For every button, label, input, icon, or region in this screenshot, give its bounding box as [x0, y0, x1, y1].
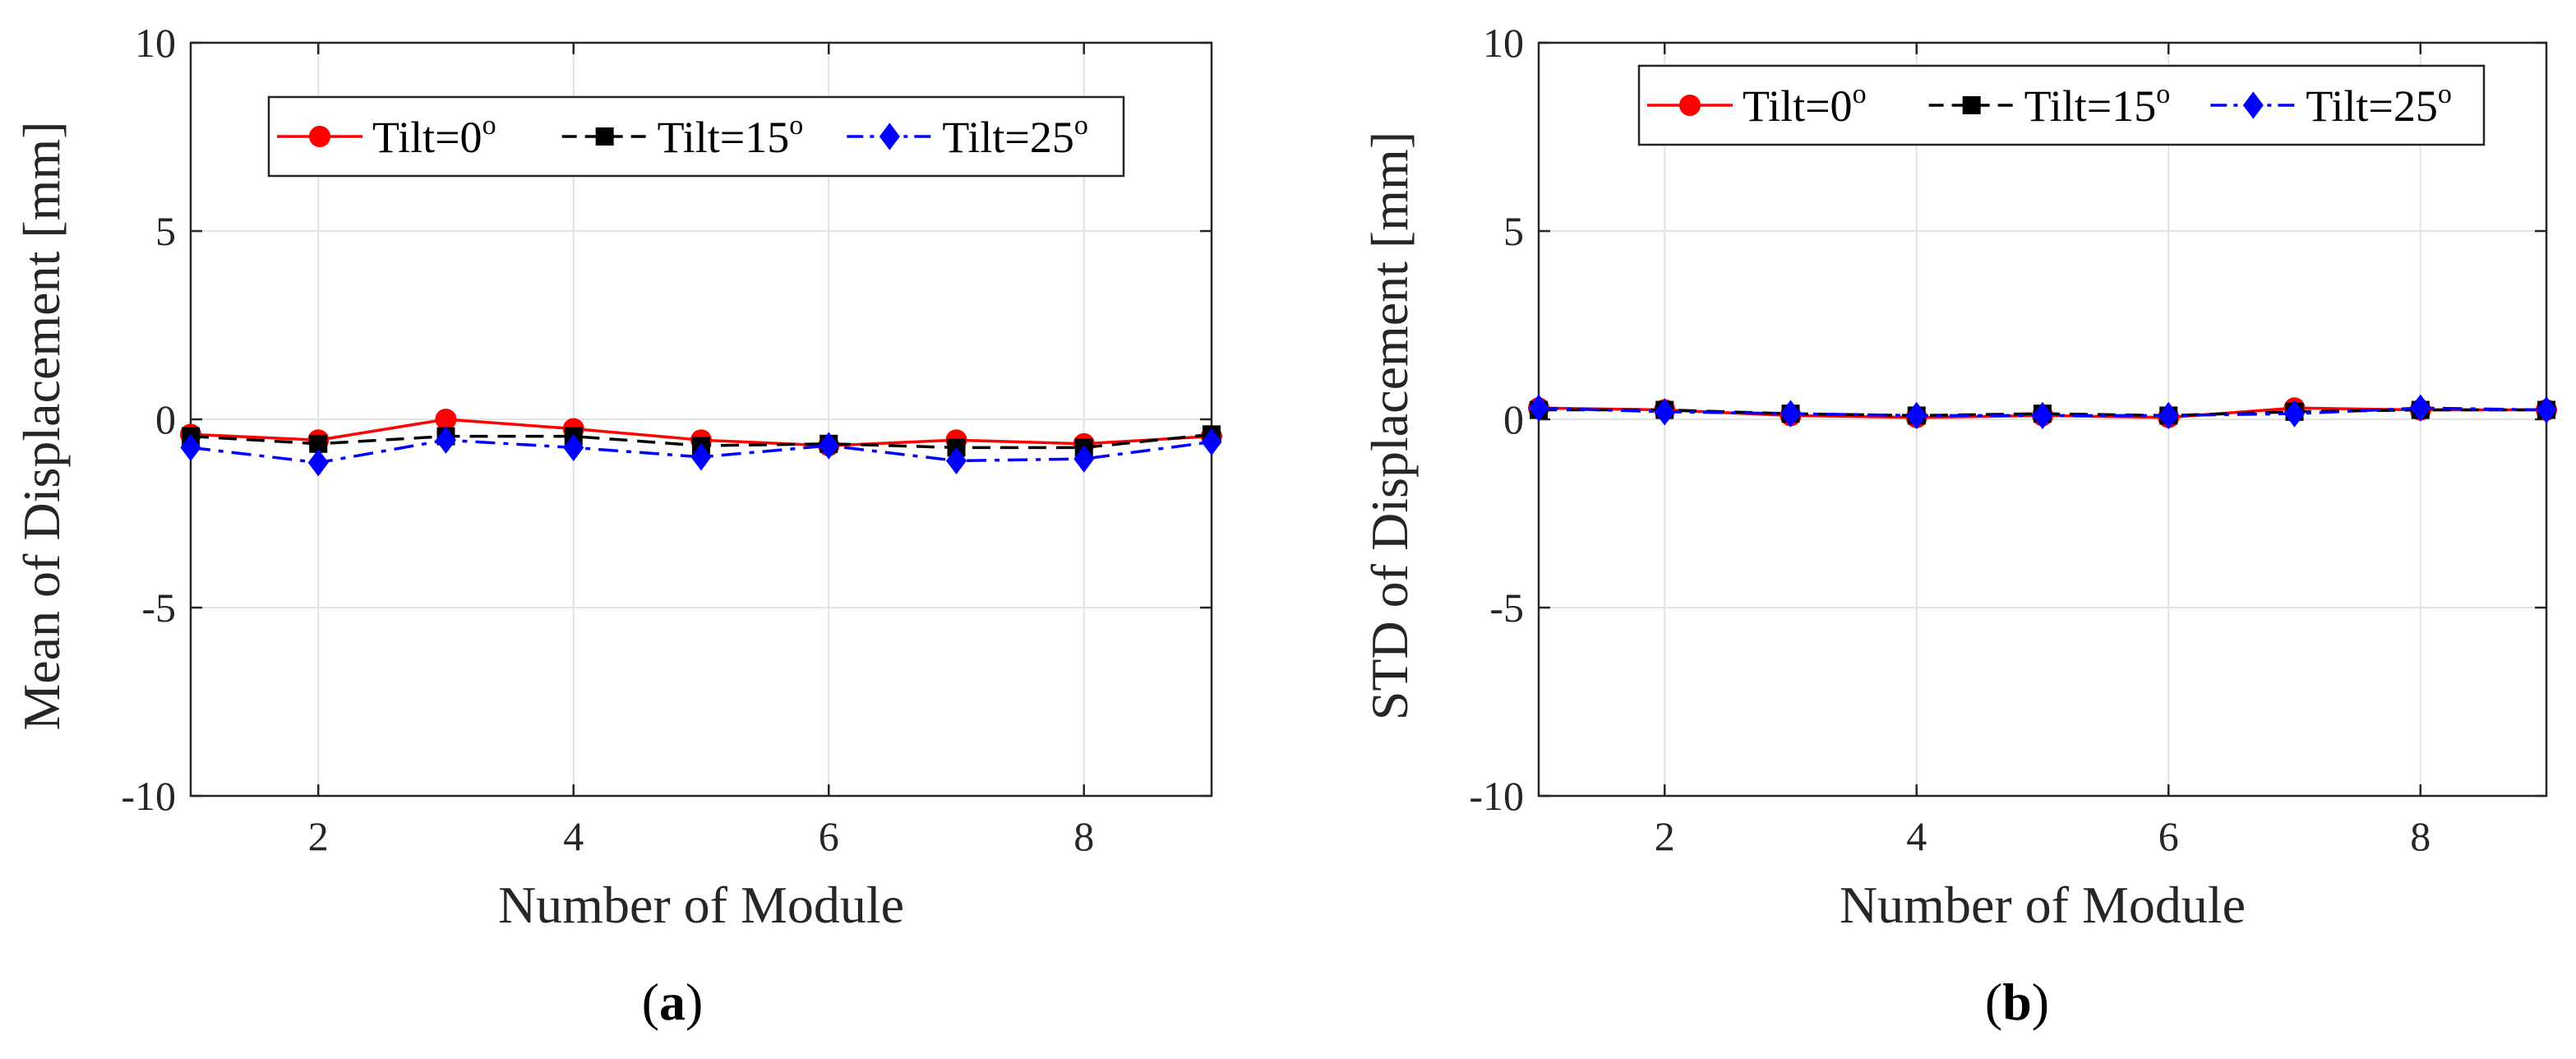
legend-box	[267, 95, 1125, 178]
data-point	[1780, 400, 1801, 428]
data-point	[2032, 401, 2053, 430]
y-tick-label: 5	[155, 208, 176, 254]
data-point	[1528, 394, 1549, 422]
chart-panel-b: 2 4 6 8 -10 -5 0 5 10 Number of Module STD of Disp…	[1360, 20, 2557, 1031]
data-point	[690, 443, 712, 471]
x-axis-label: Number of Module	[498, 876, 904, 934]
panel-caption: (b)	[1985, 973, 2049, 1031]
legend: Tilt=0o Tilt=15o Tilt=25o	[267, 95, 1125, 178]
panel-caption: (a)	[642, 973, 704, 1031]
legend-marker	[1962, 96, 1981, 114]
data-point	[2536, 395, 2557, 424]
legend-label: Tilt=25o	[2306, 79, 2452, 131]
data-point	[818, 432, 839, 460]
legend: Tilt=0o Tilt=15o Tilt=25o	[1637, 64, 2486, 146]
legend-label: Tilt=15o	[2024, 79, 2171, 131]
series-line-tilt-25	[190, 438, 1212, 465]
x-axis-label: Number of Module	[1840, 876, 2246, 934]
y-tick-label: -5	[141, 585, 176, 631]
data-point	[1201, 428, 1222, 456]
x-tick-label: 8	[2410, 813, 2431, 859]
data-point	[2410, 394, 2431, 422]
x-tick-label: 2	[1655, 813, 1675, 859]
x-tick-label: 6	[2158, 813, 2179, 859]
x-tick-label: 4	[563, 813, 584, 859]
chart-panel-a: 2 4 6 8 -10 -5 0 5 10 Number of Module Mean of Dis…	[12, 20, 1222, 1031]
x-tick-label: 8	[1073, 813, 1094, 859]
y-axis-label: STD of Displacement [mm]	[1360, 132, 1419, 720]
legend-marker	[879, 123, 900, 150]
y-tick-label: 10	[1483, 20, 1524, 66]
x-tick-label: 4	[1906, 813, 1927, 859]
y-tick-label: -5	[1489, 585, 1524, 631]
legend-label: Tilt=0o	[1743, 79, 1867, 131]
y-tick-label: 0	[155, 396, 176, 442]
y-tick-label: 10	[135, 20, 176, 66]
legend-marker	[309, 126, 330, 147]
data-point	[1654, 398, 1675, 426]
y-tick-label: -10	[121, 773, 176, 819]
x-tick-label: 2	[308, 813, 329, 859]
data-point	[180, 433, 201, 462]
legend-box	[1637, 64, 2486, 146]
legend-label: Tilt=25o	[942, 110, 1088, 162]
data-point	[2284, 400, 2305, 428]
data-point	[435, 409, 457, 430]
y-tick-label: 0	[1503, 396, 1524, 442]
legend-label: Tilt=15o	[658, 110, 804, 162]
legend-marker	[2242, 91, 2264, 119]
data-point	[2158, 401, 2179, 430]
data-point	[1073, 445, 1095, 473]
data-point	[1906, 401, 1927, 430]
legend-marker	[595, 127, 614, 146]
y-axis-label: Mean of Displacement [mm]	[12, 121, 71, 730]
x-tick-label: 6	[819, 813, 839, 859]
data-point	[436, 426, 456, 454]
data-point	[307, 449, 329, 477]
legend-marker	[1679, 95, 1701, 116]
data-point	[946, 446, 967, 475]
y-tick-label: 5	[1503, 208, 1524, 254]
y-tick-label: -10	[1469, 773, 1524, 819]
legend-label: Tilt=0o	[372, 110, 496, 162]
data-point	[563, 433, 584, 462]
